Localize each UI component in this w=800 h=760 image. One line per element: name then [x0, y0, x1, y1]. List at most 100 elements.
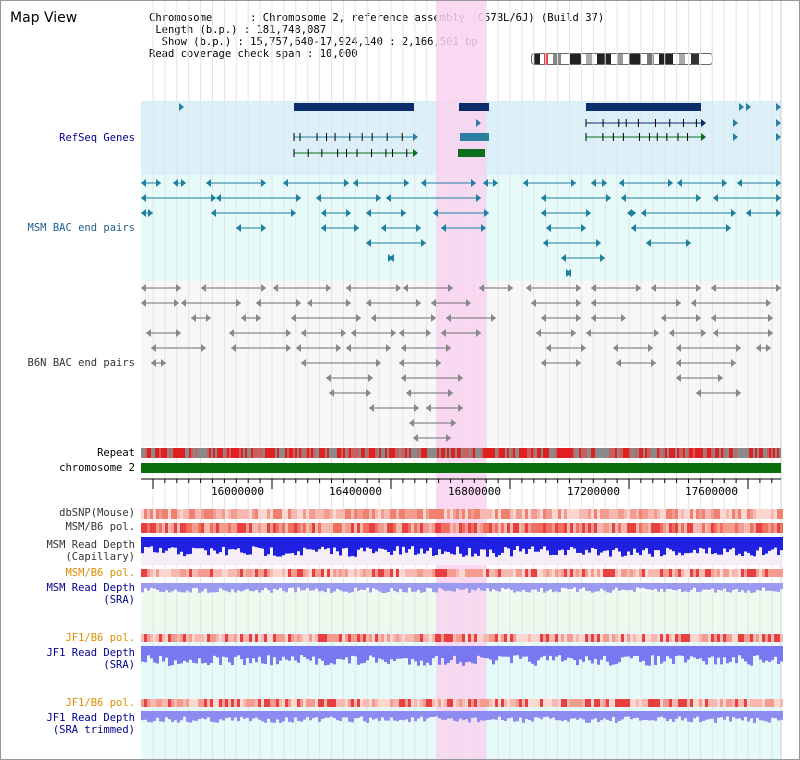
dbsnp-cell	[216, 509, 219, 519]
bac-end-marker	[541, 314, 546, 322]
msm-pol-cell	[237, 569, 240, 577]
jf1-pol-cell	[192, 634, 195, 642]
msm-pol-cell	[381, 523, 384, 533]
jf1-pol-cell	[192, 699, 195, 707]
msm-pol-cell	[720, 569, 723, 577]
msm-pol-cell	[591, 569, 594, 577]
jf1-depth-trimmed-bar	[162, 711, 165, 722]
bac-end-marker	[696, 389, 701, 397]
jf1-depth-trimmed-bar	[573, 711, 576, 719]
msm-pol-cell	[288, 569, 291, 577]
chromosome-ideogram[interactable]	[531, 53, 713, 65]
jf1-depth-sra-bar	[252, 646, 255, 659]
jf1-depth-trimmed-bar	[609, 711, 612, 722]
repeat-bar	[663, 448, 665, 458]
msm-depth-sra-bar	[213, 583, 216, 593]
msm-depth-sra-bar	[318, 583, 321, 592]
jf1-read-depth-sra-label-2: (SRA)	[103, 659, 135, 671]
repeat-bar	[677, 448, 679, 458]
bac-end-marker	[256, 314, 261, 322]
jf1-pol-cell	[450, 699, 453, 707]
dbsnp-cell	[285, 509, 288, 519]
repeat-bar	[501, 448, 503, 458]
msm-pol-cell	[462, 569, 465, 577]
bac-end-marker	[546, 224, 551, 232]
msm-pol-cell	[492, 523, 495, 533]
jf1-pol-cell	[552, 699, 555, 707]
jf1-depth-sra-bar	[360, 646, 363, 664]
msm-pol-cell	[165, 569, 168, 577]
jf1-pol-cell	[531, 634, 534, 642]
jf1-pol-cell	[663, 699, 666, 707]
repeat-bar	[299, 448, 301, 458]
msm-pol-cell	[201, 523, 204, 533]
jf1-depth-sra-bar	[705, 646, 708, 665]
jf1-pol-cell	[657, 634, 660, 642]
jf1-depth-sra-bar	[675, 646, 678, 657]
msm-depth-capillary-bar	[522, 537, 525, 549]
repeat-bar	[273, 448, 275, 458]
msm-pol-cell	[252, 523, 255, 533]
ideogram-band	[629, 54, 641, 64]
msm-depth-sra-bar	[591, 583, 594, 593]
dbsnp-cell	[255, 509, 258, 519]
msm-depth-capillary-bar	[327, 537, 330, 549]
jf1-depth-sra-bar	[732, 646, 735, 658]
jf1-depth-trimmed-bar	[495, 711, 498, 720]
dbsnp-cell	[504, 509, 507, 519]
jf1-depth-sra-bar	[483, 646, 486, 658]
bac-end-marker	[586, 329, 591, 337]
dbsnp-cell	[228, 509, 231, 519]
bac-end-marker	[381, 224, 386, 232]
msm-depth-capillary-bar	[402, 537, 405, 547]
msm-depth-capillary-bar	[141, 537, 144, 554]
repeat-bar	[417, 448, 419, 458]
repeat-bar	[709, 448, 711, 458]
msm-depth-sra-bar	[681, 583, 684, 593]
msm-pol-cell	[345, 523, 348, 533]
jf1-depth-sra-bar	[468, 646, 471, 662]
repeat-bar	[479, 448, 481, 458]
msm-depth-capillary-bar	[774, 537, 777, 548]
msm-depth-sra-bar	[489, 583, 492, 592]
msm-depth-capillary-bar	[297, 537, 300, 552]
repeat-bar	[519, 448, 521, 458]
repeat-bar	[357, 448, 359, 458]
msm-pol-cell	[210, 569, 213, 577]
msm-pol-cell	[702, 569, 705, 577]
jf1-pol-cell	[387, 699, 390, 707]
jf1-depth-trimmed-bar	[474, 711, 477, 718]
jf1-depth-trimmed-bar	[579, 711, 582, 719]
msm-depth-sra-bar	[753, 583, 756, 593]
jf1-depth-sra-bar	[588, 646, 591, 661]
jf1-depth-sra-bar	[471, 646, 474, 664]
repeat-bar	[723, 448, 725, 458]
dbsnp-cell	[708, 509, 711, 519]
msm-pol-cell	[531, 523, 534, 533]
repeat-bar	[335, 448, 337, 458]
jf1-depth-sra-bar	[270, 646, 273, 666]
dbsnp-cell	[357, 509, 360, 519]
jf1-pol-cell	[198, 699, 201, 707]
msm-pol-cell	[258, 569, 261, 577]
msm-pol-cell	[204, 569, 207, 577]
repeat-bar	[675, 448, 677, 458]
jf1-depth-trimmed-bar	[441, 711, 444, 720]
jf1-pol-cell	[522, 699, 525, 707]
repeat-bar	[703, 448, 705, 458]
bac-end-marker	[386, 194, 391, 202]
dbsnp-cell	[318, 509, 321, 519]
dbsnp-cell	[249, 509, 252, 519]
jf1-pol-cell	[483, 699, 486, 707]
msm-pol-cell	[624, 569, 627, 577]
dbsnp-cell	[351, 509, 354, 519]
msm-depth-sra-bar	[363, 583, 366, 591]
dbsnp-cell	[420, 509, 423, 519]
msm-pol-cell	[756, 569, 759, 577]
msm-pol-cell	[723, 523, 726, 533]
repeat-bar	[649, 448, 651, 458]
jf1-depth-trimmed-bar	[600, 711, 603, 721]
repeat-bar	[765, 448, 767, 458]
jf1-pol-cell	[591, 699, 594, 707]
